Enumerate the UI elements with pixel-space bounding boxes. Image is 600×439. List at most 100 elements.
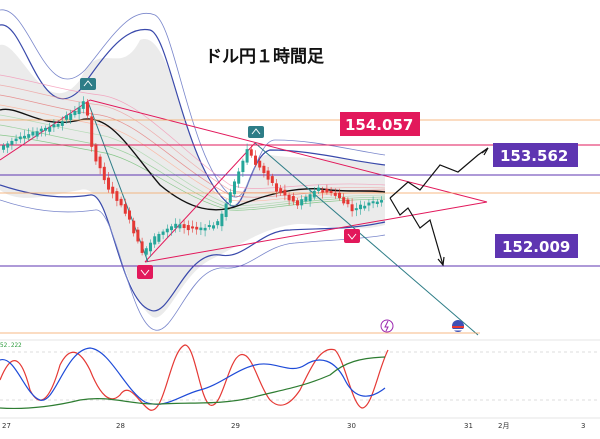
candle [321, 190, 325, 193]
candle [237, 171, 241, 184]
x-tick-30: 30 [347, 422, 356, 430]
candle [195, 226, 199, 230]
candle [304, 196, 308, 202]
candles [2, 96, 383, 260]
candle [241, 160, 245, 173]
bollinger-lower [0, 184, 386, 312]
bollinger-upper-outer [0, 9, 386, 198]
candle [275, 183, 278, 192]
candle [35, 131, 39, 137]
candle [245, 149, 249, 163]
x-tick-31: 31 [464, 422, 473, 430]
candle [144, 248, 148, 255]
candle [354, 208, 358, 211]
candle [14, 138, 18, 142]
peak-marker [248, 126, 264, 138]
candle [363, 205, 367, 209]
candle [123, 204, 127, 214]
candle [220, 213, 224, 227]
oscillator-value: 52.222 [0, 342, 22, 349]
candle [233, 181, 236, 195]
candle [329, 191, 333, 194]
candle [346, 199, 350, 205]
candle [98, 156, 102, 169]
candle [115, 191, 119, 201]
candle [119, 198, 123, 206]
candle [44, 127, 47, 131]
x-tick-29: 29 [231, 422, 240, 430]
candle [140, 241, 144, 253]
x-tick-28: 28 [116, 422, 125, 430]
candle [90, 116, 94, 147]
candle [258, 160, 262, 168]
svg-text:153.562: 153.562 [500, 147, 568, 165]
x-tick-3: 3 [581, 422, 585, 430]
candle [65, 115, 68, 120]
candle [249, 149, 253, 156]
peak-marker [80, 78, 96, 90]
candle [6, 143, 10, 148]
us-flag-icon[interactable] [452, 320, 464, 332]
candle [262, 165, 266, 174]
candle [325, 188, 329, 193]
candle [186, 225, 190, 231]
candle [228, 192, 232, 203]
price-label-3: 152.009 [495, 234, 578, 258]
candle [283, 189, 287, 196]
lightning-icon[interactable] [380, 319, 394, 333]
candle [111, 186, 115, 194]
candle [77, 107, 81, 115]
candle [207, 225, 211, 228]
svg-text:154.057: 154.057 [345, 116, 413, 134]
x-tick-27: 27 [2, 422, 11, 430]
candle [199, 227, 203, 231]
candle [371, 201, 375, 204]
candle [94, 145, 98, 162]
candle [56, 123, 60, 127]
candle [102, 166, 106, 181]
candle [287, 194, 291, 201]
candle [178, 224, 182, 229]
candle [165, 228, 169, 233]
candle [342, 197, 346, 204]
candle [191, 226, 194, 229]
candle [296, 200, 299, 206]
ma-black [0, 108, 386, 211]
candle [48, 126, 52, 132]
candle [270, 176, 274, 183]
candle [157, 233, 161, 242]
candle [291, 195, 295, 202]
trough-marker [344, 229, 360, 243]
forecast-path [389, 147, 489, 267]
candle [39, 128, 43, 132]
candle [333, 192, 337, 196]
candle [367, 202, 371, 206]
x-tick-feb: 2月 [498, 422, 509, 430]
candle [203, 227, 207, 231]
price-label-2: 153.562 [493, 143, 578, 167]
candle [254, 155, 257, 165]
candle [73, 111, 77, 116]
price-label-1: 154.057 [340, 112, 420, 136]
candle [212, 225, 215, 229]
trough-marker [137, 265, 153, 279]
candle [161, 231, 165, 235]
candle [338, 192, 341, 199]
candle [86, 102, 89, 116]
candle [317, 187, 320, 191]
candle [128, 210, 131, 220]
candle [216, 221, 220, 226]
bollinger-band-fill [0, 39, 385, 318]
candle [153, 236, 157, 245]
svg-text:152.009: 152.009 [502, 238, 570, 256]
candle [279, 188, 283, 194]
oscillator-pane: 52.222 [0, 339, 600, 411]
candle [10, 140, 14, 145]
candle [52, 124, 56, 128]
bollinger-lower-outer [0, 199, 386, 331]
candle [266, 170, 270, 180]
time-axis: 27 28 29 30 31 2月 3 [2, 422, 585, 430]
candle [18, 136, 22, 140]
candle [350, 204, 354, 212]
candle [23, 135, 26, 139]
